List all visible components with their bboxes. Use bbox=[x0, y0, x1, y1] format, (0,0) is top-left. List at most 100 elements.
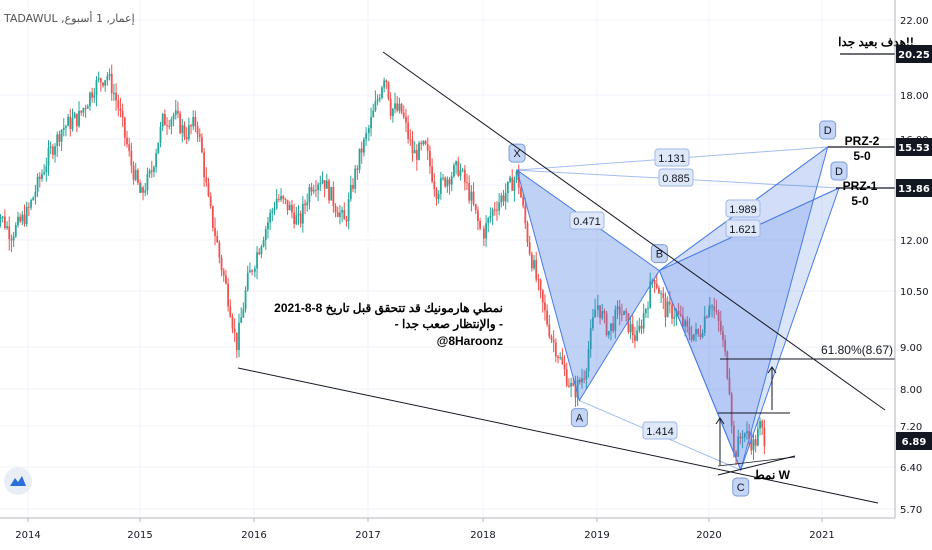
candle-body bbox=[323, 180, 326, 189]
candle-body bbox=[51, 146, 54, 155]
candle-body bbox=[385, 80, 388, 83]
candle-body bbox=[299, 213, 302, 224]
candle-body bbox=[339, 212, 341, 217]
candle-body bbox=[557, 356, 559, 359]
trendline-lower bbox=[237, 367, 879, 504]
candle-body bbox=[422, 141, 425, 145]
candle-body bbox=[413, 150, 416, 154]
candle-body bbox=[535, 260, 538, 280]
candle-body bbox=[618, 306, 621, 315]
candle-body bbox=[724, 339, 727, 352]
level-label-prz2: PRZ-2 bbox=[845, 134, 880, 148]
candle-body bbox=[69, 116, 72, 130]
candle-body bbox=[264, 229, 267, 241]
candle-body bbox=[502, 195, 505, 202]
candle-body bbox=[271, 210, 274, 213]
candle-body bbox=[73, 113, 76, 119]
candle-body bbox=[651, 280, 654, 282]
candle-body bbox=[563, 363, 566, 370]
candle-body bbox=[23, 214, 26, 225]
pattern-point-label: D bbox=[824, 125, 832, 137]
price-tag-current-box bbox=[896, 432, 932, 450]
candle-body bbox=[119, 108, 122, 111]
candle-body bbox=[201, 137, 203, 153]
candle-body bbox=[756, 428, 759, 446]
x-tick-label: 2021 bbox=[809, 530, 834, 541]
candle-body bbox=[699, 333, 702, 338]
candle-body bbox=[713, 306, 716, 311]
candle-body bbox=[715, 310, 718, 312]
candle-body bbox=[123, 117, 126, 138]
candle-body bbox=[256, 252, 258, 269]
candle-body bbox=[19, 216, 22, 222]
candle-body bbox=[396, 103, 399, 111]
candle-body bbox=[262, 240, 265, 247]
level-sublabel-prz1: 5-0 bbox=[851, 194, 869, 208]
candle-body bbox=[284, 198, 287, 200]
candle-body bbox=[552, 339, 555, 343]
candle-body bbox=[732, 425, 735, 452]
candle-body bbox=[352, 185, 354, 189]
candle-body bbox=[594, 309, 596, 318]
candle-body bbox=[511, 177, 514, 191]
candle-body bbox=[477, 210, 479, 221]
annotation-layer: 61.80%(8.67)هدف بعيد جدا!!PRZ-25-0PRZ-15… bbox=[237, 35, 914, 504]
candle-body bbox=[205, 177, 208, 183]
candle-body bbox=[110, 73, 113, 94]
candle-body bbox=[222, 270, 225, 276]
candle-body bbox=[80, 110, 83, 113]
candle-body bbox=[581, 378, 583, 383]
x-tick-label: 2018 bbox=[470, 530, 495, 541]
candle-body bbox=[372, 110, 375, 118]
x-tick-label: 2016 bbox=[241, 530, 266, 541]
candle-body bbox=[688, 326, 691, 335]
candle-body bbox=[349, 185, 352, 200]
candle-body bbox=[332, 186, 335, 206]
candle-body bbox=[750, 438, 753, 451]
candle-body bbox=[54, 146, 56, 155]
candle-body bbox=[533, 260, 535, 269]
candle-body bbox=[32, 197, 35, 201]
candle-body bbox=[334, 205, 337, 213]
price-tag-current: 6.89 bbox=[902, 437, 927, 448]
candle-body bbox=[220, 257, 223, 271]
candle-body bbox=[288, 204, 291, 211]
candle-body bbox=[711, 306, 713, 308]
price-tag-prz2: 15.53 bbox=[898, 143, 930, 154]
candle-body bbox=[34, 191, 37, 198]
candle-body bbox=[325, 180, 328, 189]
candle-body bbox=[132, 165, 135, 180]
candle-body bbox=[616, 306, 619, 310]
candle-body bbox=[14, 225, 17, 237]
candle-body bbox=[636, 330, 639, 341]
tradingview-logo-icon[interactable] bbox=[4, 467, 32, 495]
candle-body bbox=[89, 92, 91, 107]
candle-body bbox=[267, 222, 269, 230]
candle-body bbox=[599, 305, 601, 319]
candle-body bbox=[638, 325, 641, 331]
level-label-prz1: PRZ-1 bbox=[843, 179, 878, 193]
candle-body bbox=[728, 378, 731, 395]
candle-body bbox=[47, 147, 50, 167]
candle-body bbox=[347, 199, 350, 222]
candle-body bbox=[426, 144, 429, 151]
candle-body bbox=[450, 176, 453, 185]
candle-body bbox=[610, 323, 612, 332]
candle-body bbox=[455, 161, 458, 166]
candle-body bbox=[354, 168, 357, 189]
pattern-layer: X A B C D D 0.471 1.131 0.885 1.989 1.621 1.414 bbox=[508, 120, 848, 497]
candle-body bbox=[409, 138, 412, 141]
candle-body bbox=[677, 311, 680, 315]
candle-body bbox=[570, 383, 573, 387]
ratio-label: 1.131 bbox=[658, 153, 686, 165]
candle-body bbox=[561, 357, 564, 364]
candle-body bbox=[548, 324, 551, 337]
candle-body bbox=[315, 189, 317, 191]
candle-body bbox=[472, 191, 475, 205]
candle-body bbox=[185, 137, 188, 140]
candle-body bbox=[675, 311, 678, 318]
candle-body bbox=[181, 125, 184, 134]
candle-body bbox=[515, 171, 518, 180]
